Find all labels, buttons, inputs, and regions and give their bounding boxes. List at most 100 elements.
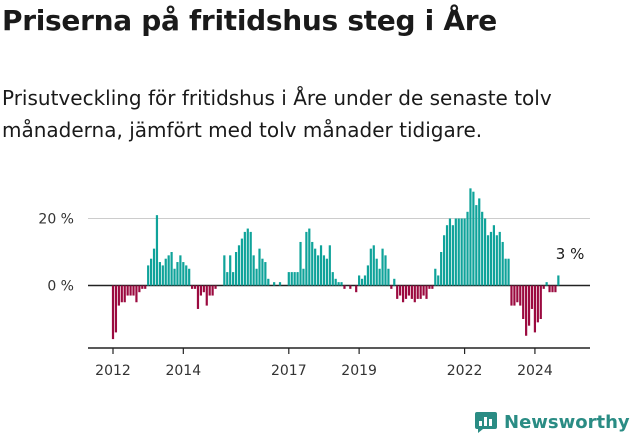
bar: [214, 285, 217, 289]
bar: [340, 282, 343, 286]
bar: [463, 218, 466, 286]
bar: [460, 218, 463, 286]
y-tick-label: 20 %: [38, 212, 74, 228]
bar: [188, 268, 191, 286]
bar: [308, 228, 311, 286]
bar: [267, 278, 270, 286]
bar: [299, 241, 302, 286]
bar: [393, 278, 396, 286]
bar: [431, 285, 434, 289]
bar: [208, 285, 211, 296]
bar: [360, 278, 364, 286]
bar: [489, 231, 493, 286]
bar: [328, 245, 331, 286]
bar: [331, 272, 334, 286]
bar: [551, 285, 554, 293]
bar: [387, 268, 390, 286]
bar: [401, 285, 405, 303]
brand-logo: Newsworthy: [474, 406, 630, 438]
bar: [170, 252, 173, 286]
bar: [135, 285, 138, 303]
bar: [179, 255, 182, 286]
bar: [404, 285, 408, 299]
x-axis: 2012 2014 2017 2019 2022 2024: [88, 347, 590, 379]
bar: [475, 205, 478, 286]
bar: [226, 272, 229, 286]
bar: [229, 255, 232, 286]
page-subtitle: Prisutveckling för fritidshus i Åre unde…: [2, 86, 552, 142]
x-tick-label: 2012: [95, 363, 131, 379]
bar: [117, 285, 120, 306]
bar: [484, 218, 487, 286]
bar: [457, 218, 460, 286]
bar: [434, 268, 437, 286]
bar: [349, 285, 352, 289]
bar: [296, 272, 299, 286]
bar: [167, 255, 170, 286]
bar: [378, 268, 381, 286]
bar: [407, 285, 411, 296]
bar: [495, 235, 498, 286]
bar: [293, 272, 296, 286]
bar: [132, 285, 135, 296]
bar: [161, 265, 164, 286]
bar: [498, 231, 501, 286]
bar: [466, 211, 469, 286]
bar: [413, 285, 416, 303]
bar: [539, 285, 542, 319]
bar: [381, 248, 384, 286]
bar: [437, 275, 440, 286]
bar: [147, 265, 150, 286]
bar: [246, 228, 249, 286]
bar: [507, 258, 510, 286]
bar: [516, 285, 519, 303]
bar: [232, 272, 235, 286]
bar: [129, 285, 132, 296]
bar: [422, 285, 425, 296]
bar: [258, 248, 261, 286]
bar: [557, 275, 560, 286]
bar: [114, 285, 118, 333]
bar: [237, 245, 241, 286]
bar: [366, 265, 370, 286]
bar: [152, 248, 156, 286]
bar: [554, 285, 557, 293]
bar: [542, 285, 545, 289]
bar: [205, 285, 208, 306]
bar: [278, 282, 282, 286]
bar: [120, 285, 123, 303]
bar: [290, 272, 293, 286]
bar: [369, 248, 372, 286]
bars-group: [111, 188, 560, 340]
page-title: Priserna på fritidshus steg i Åre: [2, 4, 497, 37]
bar: [469, 188, 472, 286]
bar: [123, 285, 126, 303]
bar: [173, 268, 176, 286]
bar: [525, 285, 528, 336]
bar: [504, 258, 507, 286]
bar: [472, 191, 475, 286]
bar: [243, 231, 246, 286]
bar: [513, 285, 516, 306]
bar: [445, 225, 449, 286]
bar: [138, 285, 141, 293]
bar: [319, 245, 323, 286]
bar: [249, 231, 252, 286]
bar: [384, 255, 387, 286]
bar: [141, 285, 144, 289]
x-tick-label: 2022: [447, 363, 483, 379]
bar: [334, 278, 337, 286]
newsworthy-logo-icon: [475, 412, 497, 433]
y-axis-ticks: 0 % 20 %: [38, 212, 74, 295]
bar: [510, 285, 513, 306]
bar: [533, 285, 537, 333]
bar: [155, 215, 159, 286]
bar: [440, 252, 443, 286]
bar: [363, 275, 367, 286]
bar: [211, 285, 214, 296]
bar: [252, 255, 255, 286]
bar: [396, 285, 399, 299]
bar: [164, 258, 167, 286]
bar: [255, 268, 258, 286]
y-tick-label: 0 %: [47, 279, 74, 295]
